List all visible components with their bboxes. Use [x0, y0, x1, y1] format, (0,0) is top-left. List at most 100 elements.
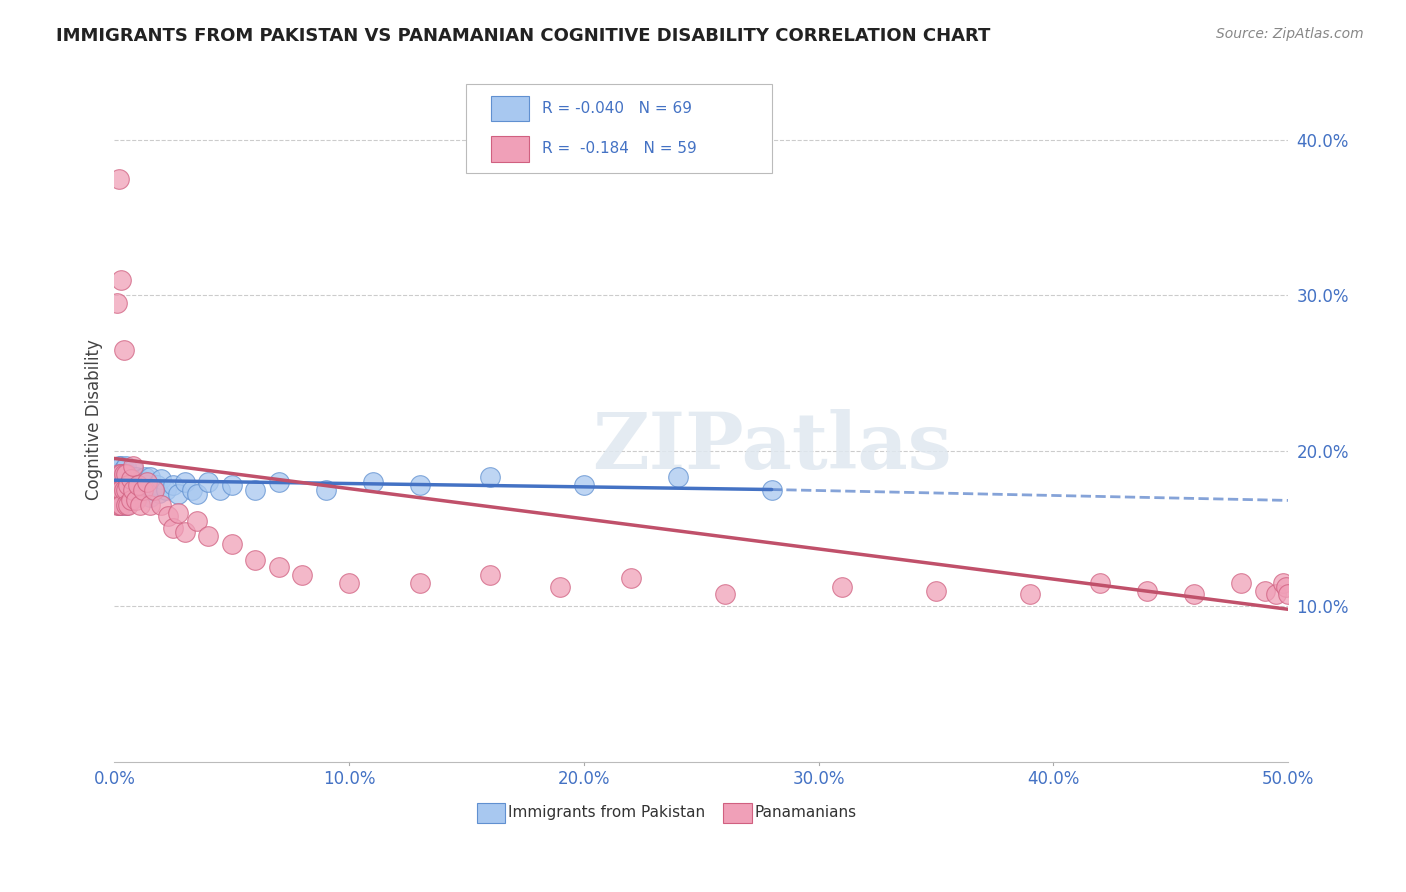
Point	[761, 483, 783, 497]
FancyBboxPatch shape	[477, 803, 505, 823]
Point	[120, 493, 142, 508]
Text: R =  -0.184   N = 59: R = -0.184 N = 59	[541, 142, 696, 156]
Point	[117, 478, 139, 492]
Point	[408, 575, 430, 590]
Point	[127, 478, 149, 492]
Point	[108, 459, 131, 474]
Point	[117, 491, 139, 505]
Point	[108, 483, 131, 497]
Point	[110, 487, 132, 501]
Point	[110, 498, 132, 512]
Point	[117, 475, 139, 489]
Point	[108, 498, 131, 512]
Point	[138, 498, 160, 512]
Point	[136, 478, 159, 492]
Point	[1277, 587, 1299, 601]
Point	[115, 467, 138, 481]
Point	[105, 296, 128, 310]
Point	[245, 552, 267, 566]
Point	[112, 462, 135, 476]
Point	[478, 470, 501, 484]
Point	[115, 478, 138, 492]
Point	[1272, 575, 1295, 590]
Point	[108, 467, 131, 481]
Point	[105, 498, 128, 512]
Point	[131, 483, 153, 497]
Point	[115, 498, 138, 512]
Point	[105, 483, 128, 497]
Point	[110, 481, 132, 495]
Point	[221, 478, 243, 492]
FancyBboxPatch shape	[491, 136, 529, 161]
Point	[127, 491, 149, 505]
Point	[221, 537, 243, 551]
Point	[112, 472, 135, 486]
Point	[1253, 583, 1275, 598]
Point	[162, 521, 184, 535]
FancyBboxPatch shape	[491, 96, 529, 121]
Point	[620, 571, 643, 585]
Point	[186, 514, 208, 528]
Text: IMMIGRANTS FROM PAKISTAN VS PANAMANIAN COGNITIVE DISABILITY CORRELATION CHART: IMMIGRANTS FROM PAKISTAN VS PANAMANIAN C…	[56, 27, 991, 45]
Point	[1090, 575, 1112, 590]
Point	[408, 478, 430, 492]
Point	[157, 508, 180, 523]
Point	[166, 487, 188, 501]
Point	[110, 483, 132, 497]
Point	[108, 472, 131, 486]
Point	[129, 483, 152, 497]
Point	[148, 485, 170, 500]
Point	[112, 483, 135, 497]
Y-axis label: Cognitive Disability: Cognitive Disability	[86, 339, 103, 500]
Point	[110, 470, 132, 484]
Point	[166, 506, 188, 520]
Text: R = -0.040   N = 69: R = -0.040 N = 69	[541, 101, 692, 116]
Point	[122, 459, 145, 474]
Point	[127, 478, 149, 492]
Point	[315, 483, 337, 497]
Point	[108, 498, 131, 512]
Point	[112, 467, 135, 481]
Text: Source: ZipAtlas.com: Source: ZipAtlas.com	[1216, 27, 1364, 41]
Point	[115, 467, 138, 481]
Point	[108, 478, 131, 492]
Point	[145, 478, 167, 492]
Point	[925, 583, 948, 598]
Point	[115, 483, 138, 497]
Point	[150, 472, 173, 486]
Point	[122, 483, 145, 497]
Point	[120, 493, 142, 508]
Point	[105, 467, 128, 481]
Point	[1136, 583, 1159, 598]
Point	[143, 483, 166, 497]
Point	[831, 581, 853, 595]
Point	[112, 491, 135, 506]
Point	[337, 575, 360, 590]
Point	[112, 484, 135, 499]
Point	[197, 475, 219, 489]
Text: Panamanians: Panamanians	[754, 805, 856, 821]
Point	[1274, 581, 1296, 595]
Point	[155, 483, 177, 497]
Point	[115, 498, 138, 512]
Point	[117, 467, 139, 481]
Point	[115, 487, 138, 501]
Point	[138, 470, 160, 484]
Point	[122, 462, 145, 476]
Point	[110, 459, 132, 474]
Point	[117, 498, 139, 512]
Point	[105, 491, 128, 505]
Point	[1018, 587, 1040, 601]
Point	[124, 483, 146, 497]
Point	[110, 498, 132, 512]
Point	[208, 483, 231, 497]
Point	[572, 478, 595, 492]
Point	[150, 498, 173, 512]
FancyBboxPatch shape	[467, 84, 772, 173]
Point	[197, 529, 219, 543]
Point	[117, 483, 139, 497]
Point	[550, 581, 572, 595]
Point	[173, 524, 195, 539]
Point	[267, 560, 290, 574]
Point	[1230, 575, 1253, 590]
